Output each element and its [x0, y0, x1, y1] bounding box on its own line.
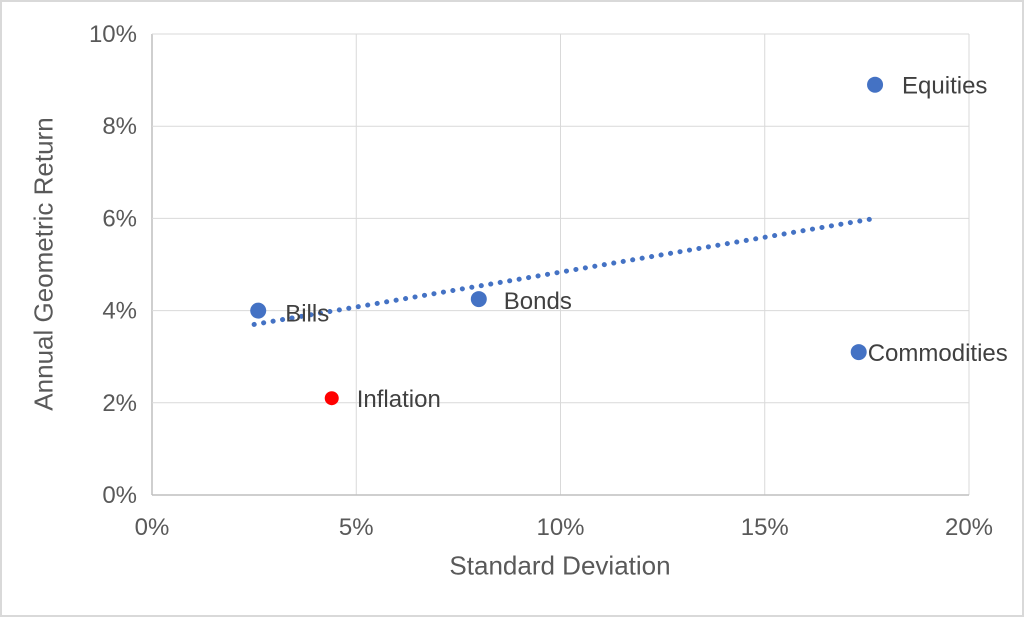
data-point-label-inflation: Inflation	[357, 386, 441, 413]
y-axis-tick-label: 2%	[102, 390, 137, 417]
data-point-label-bonds: Bonds	[504, 288, 572, 315]
y-axis-tick-label: 0%	[102, 482, 137, 509]
x-axis-tick-label: 20%	[945, 514, 993, 541]
data-point-commodities	[850, 344, 867, 361]
data-point-inflation	[324, 391, 339, 406]
data-point-label-equities: Equities	[902, 73, 987, 100]
data-point-bills	[250, 302, 267, 319]
data-point-label-bills: Bills	[285, 301, 329, 328]
y-axis-tick-label: 6%	[102, 205, 137, 232]
y-axis-title: Annual Geometric Return	[28, 117, 59, 411]
y-axis-tick-label: 4%	[102, 298, 137, 325]
trendline-dotted	[251, 215, 878, 327]
x-axis-title: Standard Deviation	[449, 550, 671, 581]
x-axis-tick-label: 15%	[741, 514, 789, 541]
data-point-bonds	[470, 291, 487, 308]
x-axis-tick-label: 5%	[339, 514, 374, 541]
y-axis-tick-label: 8%	[102, 113, 137, 140]
data-point-equities	[867, 76, 884, 93]
y-axis-tick-label: 10%	[89, 21, 137, 48]
x-axis-tick-label: 10%	[536, 514, 584, 541]
x-axis-tick-label: 0%	[135, 514, 170, 541]
data-point-label-commodities: Commodities	[868, 340, 1008, 367]
